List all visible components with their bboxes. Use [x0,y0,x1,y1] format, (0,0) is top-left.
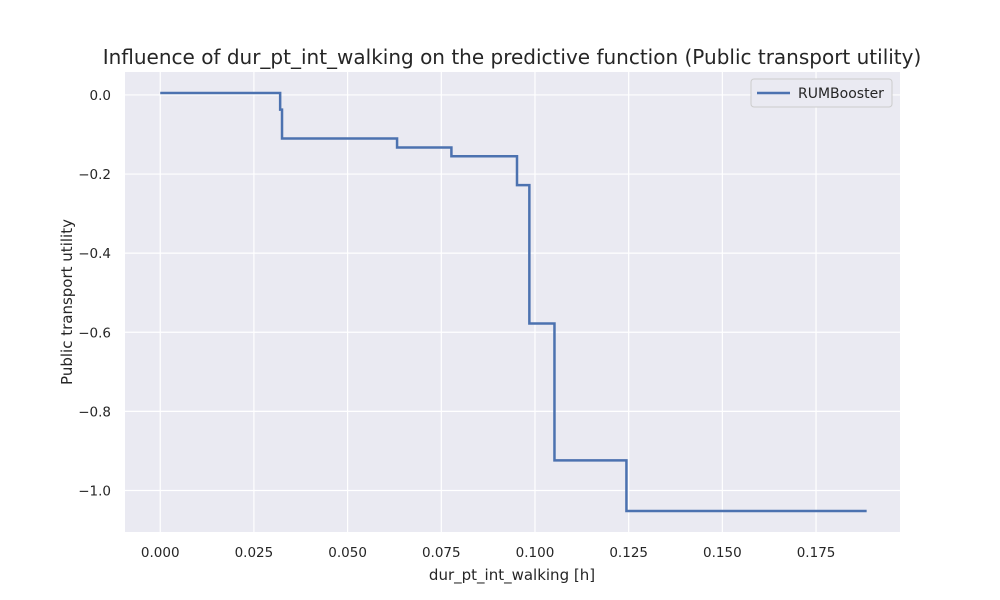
y-tick-label: −0.2 [78,167,111,183]
series-line-rumbooster [160,91,867,513]
y-tick-label: −0.8 [78,404,111,420]
x-axis-ticks: 0.000 0.025 0.050 0.075 0.100 0.125 0.150 0.175 [141,545,835,561]
y-axis-ticks: 0.0 −0.2 −0.4 −0.6 −0.8 −1.0 [78,88,111,500]
x-tick-label: 0.000 [141,545,180,561]
legend: RUMBooster [750,78,893,108]
x-tick-label: 0.025 [235,545,274,561]
x-tick-label: 0.150 [703,545,742,561]
grid-lines [125,72,900,532]
y-axis-label: Public transport utility [58,219,76,385]
x-tick-label: 0.075 [422,545,461,561]
x-tick-label: 0.125 [609,545,648,561]
x-tick-label: 0.050 [328,545,367,561]
y-tick-label: −0.6 [78,325,111,341]
y-tick-label: 0.0 [90,88,111,104]
legend-box [750,78,893,108]
y-tick-label: −0.4 [78,246,111,262]
legend-label-rumbooster: RUMBooster [798,86,884,102]
x-axis-label: dur_pt_int_walking [h] [429,566,595,585]
x-tick-label: 0.100 [516,545,555,561]
plot-area [125,72,900,532]
series-layer [160,91,867,513]
y-tick-label: −1.0 [78,483,111,499]
chart-title: Influence of dur_pt_int_walking on the p… [103,45,922,69]
x-tick-label: 0.175 [797,545,836,561]
